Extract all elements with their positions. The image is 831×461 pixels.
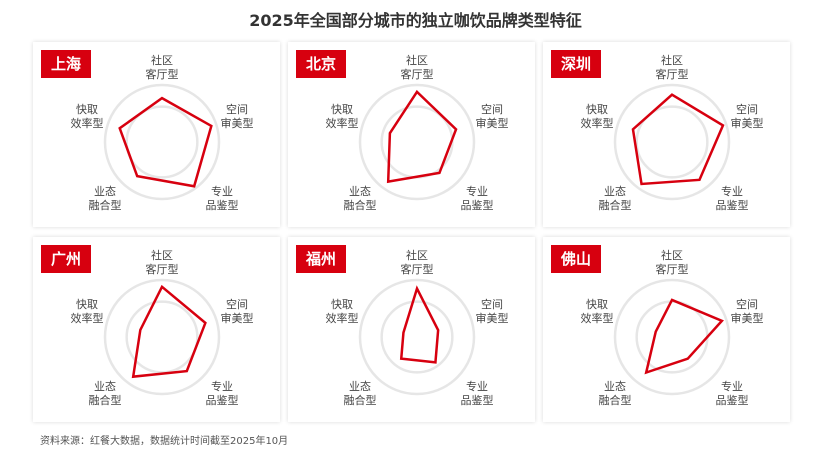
axis-label: 快取 效率型 <box>70 103 104 130</box>
axis-label: 专业 品鉴型 <box>715 185 749 212</box>
radar-ring <box>380 300 454 374</box>
axis-label: 业态 融合型 <box>88 185 122 212</box>
radar-panel: 广州 社区 客厅型空间 审美型专业 品鉴型 业态 融合型 快取 效率型 <box>33 237 280 422</box>
radar-ring <box>103 278 221 396</box>
axis-label: 社区 客厅型 <box>400 54 434 81</box>
axis-label: 社区 客厅型 <box>145 249 179 276</box>
source-note: 资料来源：红餐大数据，数据统计时间截至2025年10月 <box>40 436 289 447</box>
axis-label: 快取 效率型 <box>70 298 104 325</box>
radar-chart <box>358 83 476 201</box>
axis-label: 社区 客厅型 <box>655 54 689 81</box>
radar-panel: 深圳 社区 客厅型空间 审美型专业 品鉴型 业态 融合型 快取 效率型 <box>543 42 790 227</box>
axis-label: 空间 审美型 <box>730 298 764 325</box>
axis-label: 业态 融合型 <box>343 380 377 407</box>
radar-series <box>399 285 440 364</box>
axis-label: 专业 品鉴型 <box>715 380 749 407</box>
axis-label: 空间 审美型 <box>475 103 509 130</box>
radar-chart <box>613 278 731 396</box>
axis-label: 快取 效率型 <box>325 103 359 130</box>
axis-label: 快取 效率型 <box>325 298 359 325</box>
city-badge: 佛山 <box>551 245 601 273</box>
axis-label: 快取 效率型 <box>580 103 614 130</box>
radar-ring <box>635 300 709 374</box>
axis-label: 业态 融合型 <box>598 380 632 407</box>
axis-label: 社区 客厅型 <box>655 249 689 276</box>
radar-chart <box>613 83 731 201</box>
radar-panel: 佛山 社区 客厅型空间 审美型专业 品鉴型 业态 融合型 快取 效率型 <box>543 237 790 422</box>
radar-panel: 上海 社区 客厅型空间 审美型专业 品鉴型 业态 融合型 快取 效率型 <box>33 42 280 227</box>
city-badge: 上海 <box>41 50 91 78</box>
radar-ring <box>103 83 221 201</box>
radar-panel: 福州 社区 客厅型空间 审美型专业 品鉴型 业态 融合型 快取 效率型 <box>288 237 535 422</box>
radar-chart <box>358 278 476 396</box>
radar-series <box>118 96 213 188</box>
radar-panel: 北京 社区 客厅型空间 审美型专业 品鉴型 业态 融合型 快取 效率型 <box>288 42 535 227</box>
radar-ring <box>613 83 731 201</box>
radar-series <box>131 284 207 379</box>
axis-label: 业态 融合型 <box>598 185 632 212</box>
axis-label: 空间 审美型 <box>730 103 764 130</box>
axis-label: 空间 审美型 <box>220 298 254 325</box>
city-badge: 北京 <box>296 50 346 78</box>
radar-ring <box>358 278 476 396</box>
axis-label: 专业 品鉴型 <box>460 185 494 212</box>
page-title: 2025年全国部分城市的独立咖饮品牌类型特征 <box>249 11 582 30</box>
radar-chart <box>103 278 221 396</box>
radar-chart <box>103 83 221 201</box>
radar-series <box>386 89 458 184</box>
axis-label: 空间 审美型 <box>475 298 509 325</box>
axis-label: 空间 审美型 <box>220 103 254 130</box>
axis-label: 社区 客厅型 <box>400 249 434 276</box>
radar-series <box>631 93 725 186</box>
radar-ring <box>613 278 731 396</box>
radar-ring <box>635 105 709 179</box>
axis-label: 快取 效率型 <box>580 298 614 325</box>
axis-label: 专业 品鉴型 <box>460 380 494 407</box>
city-badge: 福州 <box>296 245 346 273</box>
axis-label: 专业 品鉴型 <box>205 185 239 212</box>
radar-ring <box>125 105 199 179</box>
axis-label: 社区 客厅型 <box>145 54 179 81</box>
axis-label: 专业 品鉴型 <box>205 380 239 407</box>
radar-ring <box>125 300 199 374</box>
radar-ring <box>358 83 476 201</box>
radar-series <box>644 298 724 375</box>
city-badge: 广州 <box>41 245 91 273</box>
axis-label: 业态 融合型 <box>88 380 122 407</box>
axis-label: 业态 融合型 <box>343 185 377 212</box>
city-badge: 深圳 <box>551 50 601 78</box>
